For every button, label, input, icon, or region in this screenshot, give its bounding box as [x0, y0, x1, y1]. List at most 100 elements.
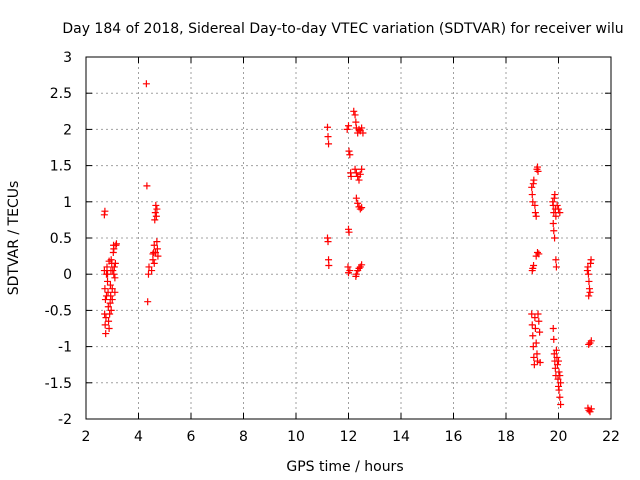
data-point — [535, 250, 543, 258]
y-tick-labels: -2 -1.5 -1 -0.5 0 0.5 1 1.5 2 2.5 3 — [45, 50, 72, 428]
data-point — [586, 288, 594, 296]
x-tick-label: 6 — [187, 429, 196, 445]
x-tick-label: 18 — [497, 429, 515, 445]
data-point — [346, 151, 354, 159]
data-point — [110, 270, 118, 278]
data-point — [106, 299, 114, 307]
x-axis-label: GPS time / hours — [286, 459, 403, 475]
data-point — [144, 270, 152, 278]
data-point — [152, 212, 160, 220]
data-point — [554, 375, 562, 383]
data-point — [345, 122, 352, 130]
data-point — [345, 228, 353, 236]
data-point — [355, 176, 363, 184]
data-point — [352, 272, 360, 280]
plot-frame — [85, 56, 612, 420]
data-point — [535, 317, 543, 325]
data-point — [550, 227, 558, 235]
data-point — [553, 361, 561, 369]
data-point — [534, 167, 542, 175]
data-point — [150, 241, 158, 249]
data-point — [550, 335, 558, 343]
x-tick-label: 2 — [82, 429, 91, 445]
data-point — [549, 325, 557, 332]
y-tick-label: -1.5 — [45, 376, 72, 392]
data-point — [528, 191, 536, 199]
data-point — [105, 257, 113, 265]
data-point — [110, 245, 118, 253]
data-point — [555, 386, 563, 394]
data-point — [108, 285, 116, 293]
data-point — [551, 364, 559, 372]
data-point — [528, 321, 536, 329]
data-point — [359, 129, 367, 137]
data-point — [111, 288, 119, 296]
data-point — [555, 357, 562, 365]
data-point — [351, 165, 359, 173]
data-point — [325, 140, 333, 148]
data-point — [102, 314, 110, 322]
data-point — [143, 182, 151, 190]
data-point — [103, 263, 111, 271]
data-point — [355, 264, 363, 272]
data-points — [100, 80, 595, 416]
y-axis-label: SDTVAR / TECUs — [6, 181, 22, 296]
data-point — [148, 267, 156, 275]
data-point — [142, 80, 150, 88]
data-point — [533, 350, 541, 358]
data-point — [584, 270, 592, 278]
data-point — [551, 191, 559, 199]
data-point — [101, 285, 109, 293]
data-point — [555, 205, 562, 213]
data-point — [552, 212, 560, 220]
data-point — [549, 220, 557, 228]
data-point — [346, 267, 354, 275]
grid-lines — [86, 57, 611, 419]
data-point — [531, 314, 539, 322]
data-point — [111, 259, 119, 267]
data-point — [551, 234, 559, 242]
x-tick-labels: 2 4 6 8 10 12 14 16 18 20 22 — [82, 429, 620, 445]
data-point — [557, 379, 565, 387]
data-point — [352, 169, 360, 177]
data-point — [356, 170, 364, 178]
data-point — [557, 401, 565, 409]
data-point — [104, 288, 112, 296]
data-point — [152, 201, 160, 209]
data-point — [352, 194, 360, 202]
data-point — [100, 267, 108, 275]
data-point — [528, 183, 536, 191]
x-tick-label: 12 — [340, 429, 358, 445]
data-point — [530, 353, 538, 361]
data-point — [101, 321, 109, 329]
data-point — [553, 201, 561, 209]
y-tick-label: 0.5 — [50, 231, 72, 247]
data-point — [585, 277, 593, 285]
data-point — [531, 209, 539, 217]
data-point — [532, 339, 540, 347]
data-point — [529, 343, 537, 351]
data-point — [108, 296, 116, 304]
data-point — [532, 212, 540, 220]
data-point — [101, 296, 109, 304]
data-point — [151, 209, 159, 217]
y-tick-label: 2.5 — [50, 86, 72, 102]
y-tick-label: 1 — [63, 195, 72, 211]
data-point — [587, 405, 595, 413]
data-point — [347, 172, 355, 180]
y-tick-label: 3 — [63, 50, 72, 66]
x-tick-label: 14 — [392, 429, 410, 445]
x-tick-label: 4 — [134, 429, 143, 445]
y-tick-label: -2 — [58, 412, 72, 428]
data-point — [354, 199, 362, 207]
axis-ticks — [85, 56, 612, 420]
data-point — [534, 310, 542, 318]
data-point — [584, 263, 592, 271]
data-point — [104, 277, 112, 285]
data-point — [536, 328, 544, 336]
data-point — [102, 292, 110, 300]
data-point — [585, 340, 593, 348]
data-point — [110, 263, 118, 271]
